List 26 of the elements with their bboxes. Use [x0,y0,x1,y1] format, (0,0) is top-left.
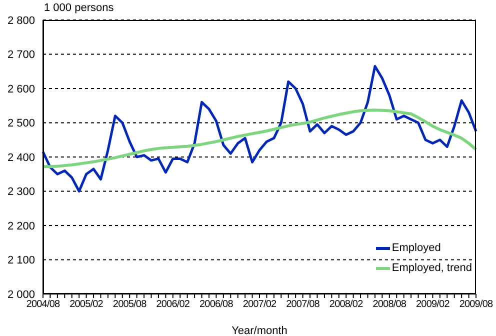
x-tick-label: 2009/02 [416,299,450,310]
x-axis-title: Year/month [232,325,288,336]
x-tick-label: 2009/08 [459,299,494,310]
x-tick-label: 2005/02 [70,299,104,310]
x-tick-label: 2007/02 [242,299,278,310]
legend-label: Employed, trend [392,262,472,274]
y-tick-label: 2 500 [7,118,35,130]
y-tick-label: 2 000 [7,288,35,301]
y-tick-label: 2 800 [7,14,35,27]
y-axis-title: 1 000 persons [44,2,114,14]
x-tick-label: 2008/08 [372,299,407,310]
x-tick-label: 2008/02 [329,299,364,310]
x-tick-label: 2004/08 [26,299,61,310]
line-series [42,64,478,192]
y-tick-label: 2 700 [7,49,35,62]
x-tick-label: 2006/02 [156,299,190,310]
x-tick-label: 2005/08 [112,299,148,310]
y-tick-label: 2 400 [7,152,35,164]
y-tick-label: 2 300 [7,186,35,198]
x-tick-label: 2006/08 [200,299,234,310]
legend-label: Employed [392,242,441,254]
line-series [42,108,478,168]
y-tick-label: 2 600 [7,83,35,96]
y-tick-label: 2 200 [7,220,35,232]
x-tick-label: 2007/08 [286,299,320,310]
y-tick-label: 2 100 [7,254,35,267]
